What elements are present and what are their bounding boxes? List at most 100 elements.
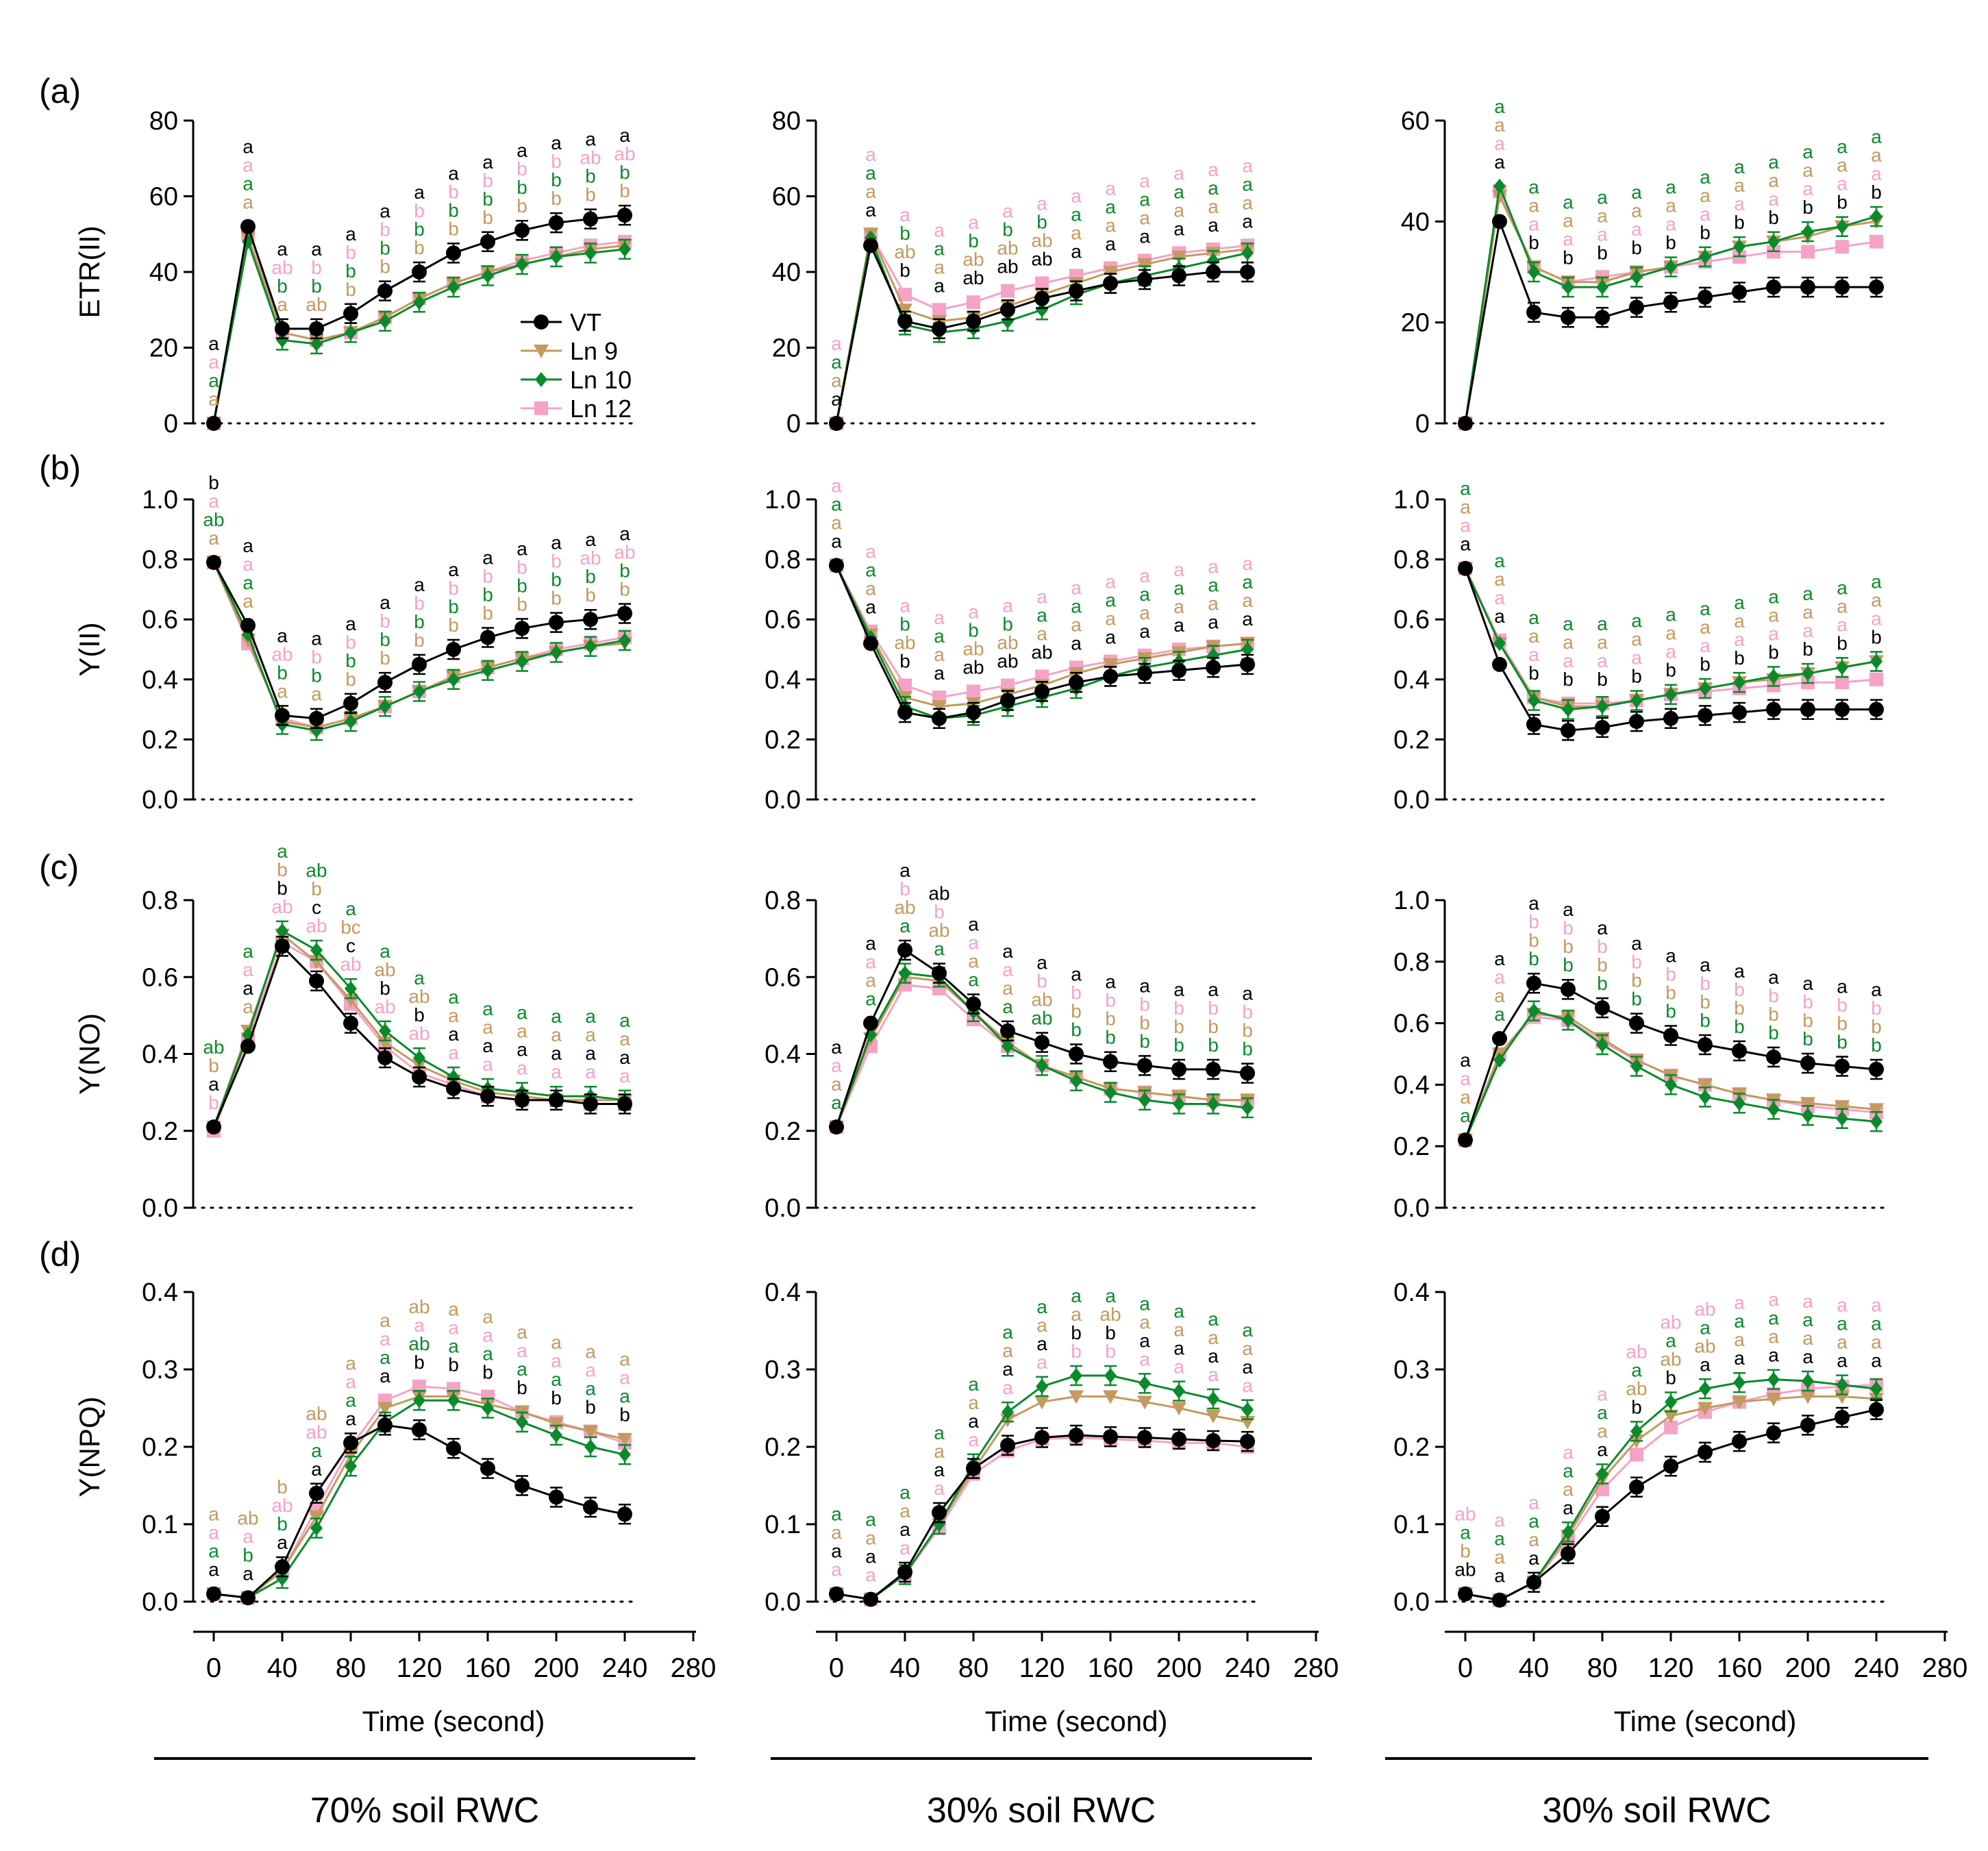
significance-letter: a: [1208, 159, 1219, 180]
data-point: [1493, 636, 1506, 651]
significance-letter: ab: [580, 147, 601, 169]
significance-letter: b: [243, 1544, 253, 1565]
significance-letter: a: [1734, 193, 1745, 214]
significance-letter: a: [1494, 114, 1505, 136]
significance-letter: a: [1494, 569, 1505, 590]
data-point: [1869, 701, 1884, 717]
y-tick-label: 0.8: [1393, 546, 1430, 575]
data-point: [446, 642, 461, 657]
data-point: [1137, 258, 1152, 272]
data-point: [1870, 1381, 1883, 1397]
significance-letter: a: [968, 601, 979, 622]
data-point: [482, 662, 494, 678]
significance-letter: b: [380, 256, 390, 277]
significance-letter: a: [1494, 606, 1505, 627]
y-tick-label: 0.8: [765, 886, 801, 915]
data-point: [1137, 1430, 1152, 1445]
significance-letter: a: [585, 129, 596, 150]
series-line: [1465, 1408, 1877, 1602]
data-point: [1458, 1586, 1473, 1602]
data-point: [1835, 701, 1850, 717]
data-point: [1766, 701, 1781, 717]
data-point: [310, 942, 323, 958]
significance-letter: ab: [1031, 249, 1052, 270]
data-point: [583, 1425, 598, 1439]
significance-letter: a: [1700, 617, 1711, 638]
data-point: [1835, 675, 1849, 690]
data-point: [1835, 1100, 1850, 1114]
significance-letter: a: [1528, 1529, 1539, 1550]
significance-letter: a: [1837, 595, 1848, 617]
significance-letter: a: [414, 967, 425, 989]
data-point: [1732, 704, 1747, 720]
significance-letter: b: [1597, 936, 1608, 957]
significance-letter: a: [831, 351, 842, 373]
significance-letter: b: [277, 878, 288, 899]
significance-letter: a: [208, 1504, 219, 1525]
significance-letter: a: [1242, 192, 1253, 213]
significance-letter: a: [243, 1563, 253, 1584]
significance-letter: a: [831, 1055, 842, 1076]
data-point: [1207, 647, 1219, 663]
significance-letter: a: [1528, 1492, 1539, 1513]
x-tick-label: 240: [602, 1653, 648, 1683]
significance-letter: ab: [894, 241, 915, 262]
significance-letter: ab: [306, 1421, 327, 1443]
x-tick-label: 280: [1922, 1653, 1968, 1683]
significance-letter: a: [1071, 632, 1082, 654]
significance-letter: a: [1768, 623, 1779, 644]
x-tick-label: 40: [1519, 1653, 1550, 1683]
significance-letter: a: [482, 1017, 493, 1038]
significance-letter: b: [277, 275, 288, 297]
significance-letter: a: [345, 613, 356, 634]
significance-letter: a: [1105, 571, 1116, 593]
data-point: [1171, 1402, 1186, 1416]
significance-letter: b: [1768, 1004, 1779, 1025]
data-point: [1699, 1089, 1711, 1105]
significance-letter: b: [1871, 627, 1882, 648]
data-point: [343, 1435, 358, 1451]
significance-letter: ab: [374, 996, 395, 1017]
significance-letter: b: [311, 665, 322, 686]
significance-letter: a: [1242, 590, 1253, 611]
significance-letter: b: [1700, 222, 1711, 243]
significance-letter: a: [482, 1343, 493, 1365]
significance-letter: b: [1802, 991, 1813, 1013]
significance-letter: a: [243, 941, 253, 962]
significance-letter: a: [517, 140, 527, 161]
significance-letter: a: [1700, 954, 1711, 976]
significance-letter: a: [208, 388, 219, 410]
significance-letter: b: [1631, 970, 1642, 991]
significance-letter: a: [208, 1541, 219, 1562]
panel: 0.00.20.40.60.8aaaaaaaaaabbaaabbabaaaaaa…: [765, 860, 1263, 1223]
significance-letter: a: [1208, 1327, 1219, 1348]
data-point: [933, 1517, 945, 1532]
data-point: [1137, 1058, 1152, 1073]
significance-letter: a: [934, 219, 945, 240]
significance-letter: a: [1139, 1348, 1150, 1369]
significance-letter: a: [1071, 964, 1082, 985]
significance-letter: b: [1528, 930, 1539, 951]
significance-letter: a: [1494, 1004, 1505, 1025]
data-point: [1561, 982, 1576, 997]
data-point: [1241, 1402, 1254, 1417]
significance-letter: a: [1597, 917, 1608, 939]
significance-letter: b: [448, 181, 459, 202]
significance-letter: b: [551, 169, 562, 190]
significance-letter: ab: [928, 920, 949, 941]
significance-letter: a: [831, 1036, 842, 1058]
data-point: [1171, 1431, 1186, 1447]
significance-letter: a: [619, 1065, 630, 1086]
data-point: [1698, 1037, 1713, 1053]
data-point: [310, 336, 323, 351]
y-tick-label: 0.0: [1393, 1588, 1430, 1617]
significance-letter: a: [517, 1058, 527, 1079]
data-point: [275, 1559, 290, 1575]
significance-letter: b: [380, 238, 390, 259]
significance-letter: b: [414, 630, 425, 651]
significance-letter: ab: [962, 267, 984, 288]
data-point: [932, 321, 947, 336]
significance-letter: a: [619, 1349, 630, 1370]
data-point: [1596, 1466, 1608, 1482]
significance-letter: a: [1002, 201, 1013, 222]
